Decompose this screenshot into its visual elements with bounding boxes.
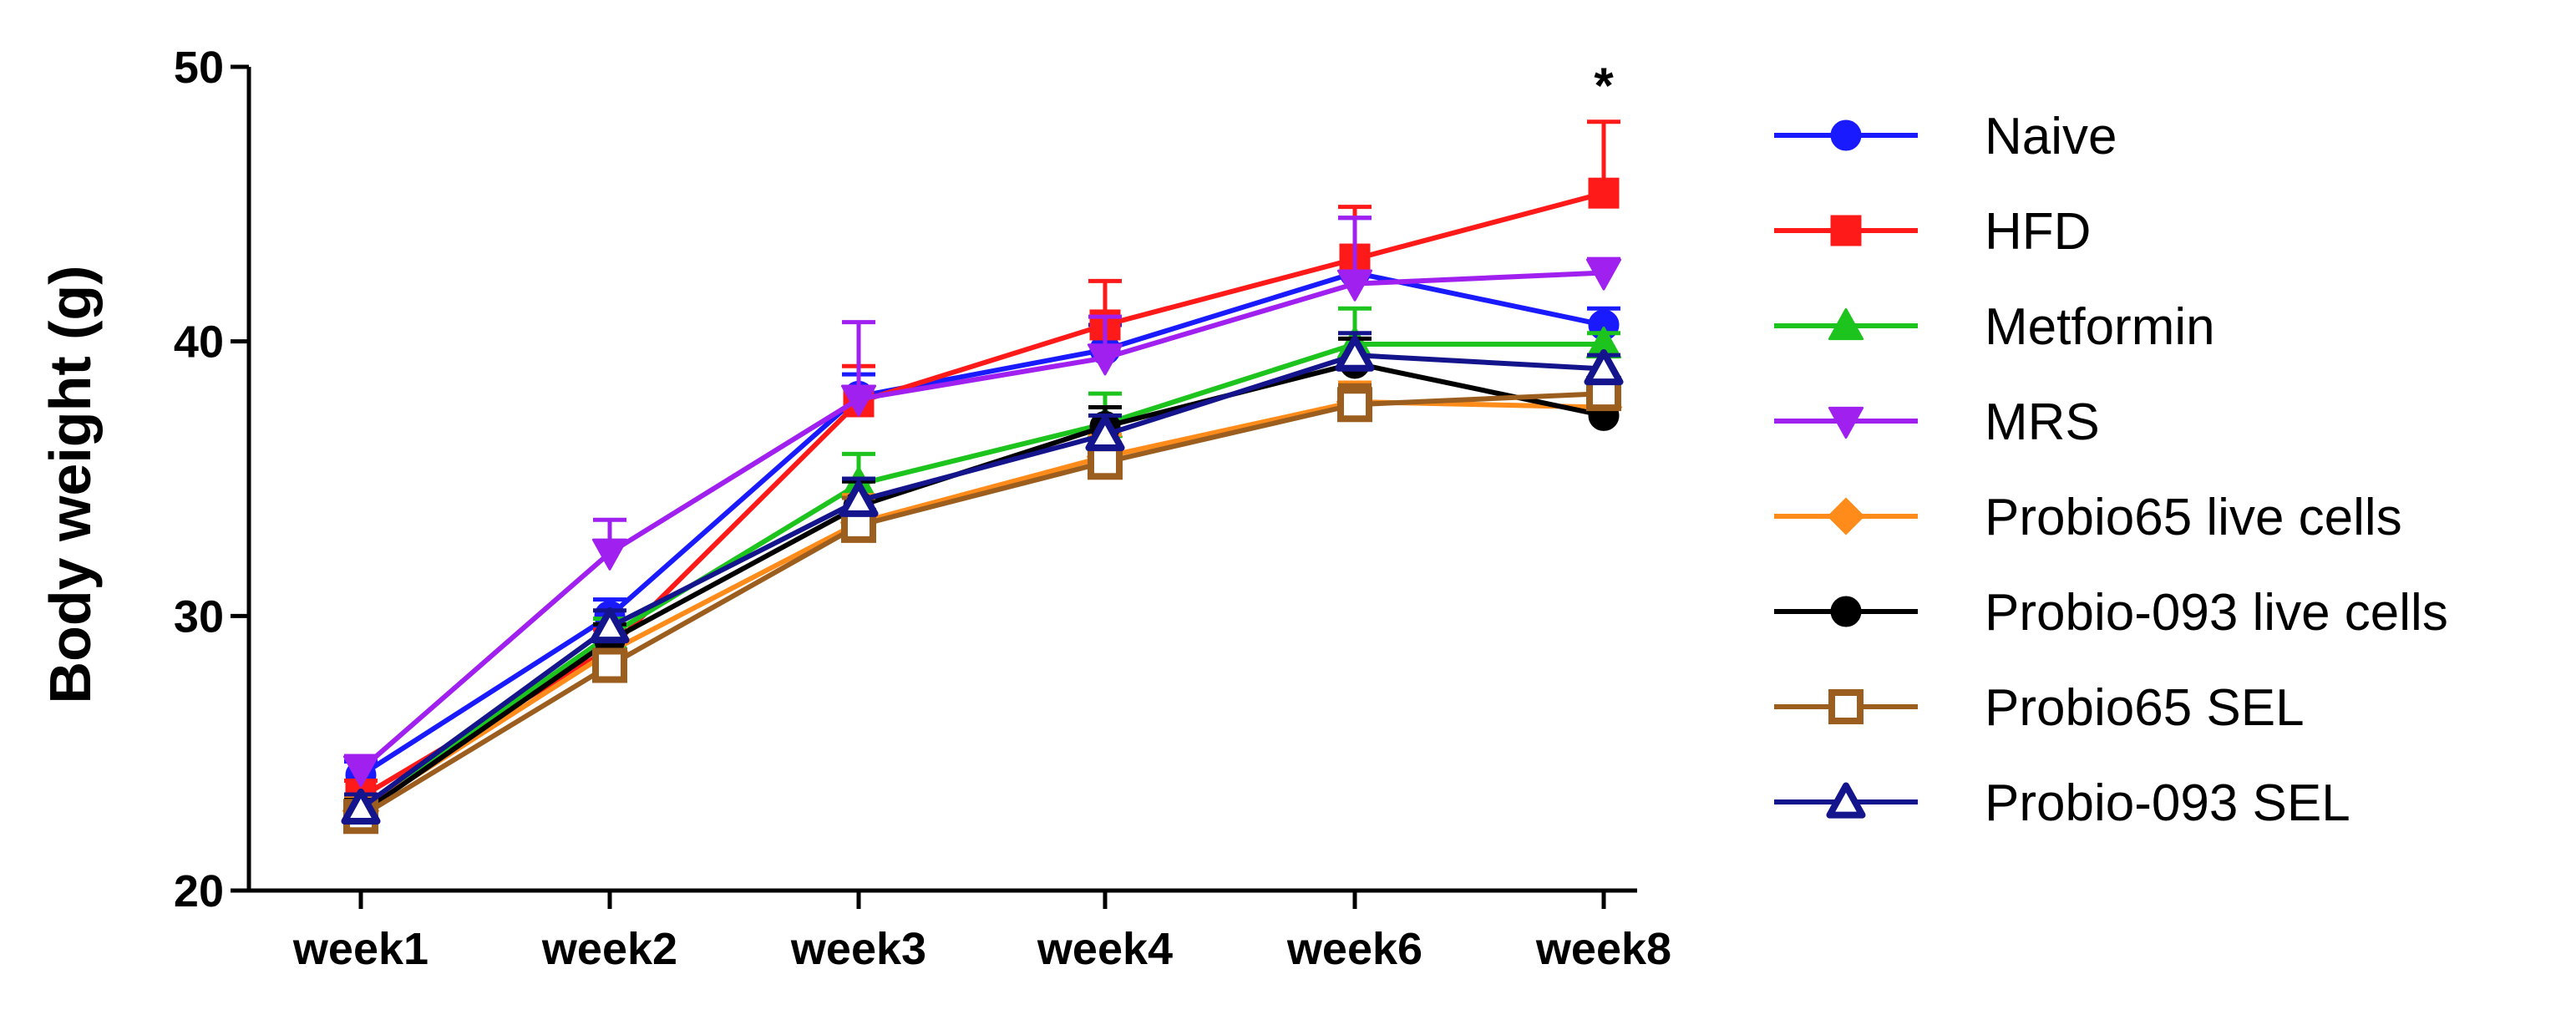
legend-entry: Naive (1774, 108, 2117, 165)
legend-label: Metformin (1985, 298, 2215, 356)
series-2 (342, 306, 1622, 823)
significance-annotation: * (1594, 58, 1614, 114)
legend-marker (1828, 406, 1864, 439)
data-point (1336, 269, 1373, 302)
legend-entry: Probio-093 live cells (1774, 584, 2448, 642)
legend-entry: Probio-093 SEL (1774, 774, 2350, 832)
series-0 (344, 216, 1620, 791)
series-4 (342, 380, 1623, 830)
data-point (1588, 177, 1620, 209)
y-tick-label: 30 (174, 591, 224, 642)
legend-marker (1830, 215, 1862, 246)
x-tick-label: week4 (1037, 924, 1173, 974)
series-line (359, 341, 1604, 810)
legend: Naive HFD Metformin MRS Probio65 live cells P… (1774, 108, 2448, 832)
x-tick-label: week8 (1535, 924, 1671, 974)
legend-label: Probio65 SEL (1985, 679, 2305, 737)
axes: Body weight (g) 20 30 40 50 week1 week2 week3 w… (38, 43, 1671, 974)
y-tick-label: 50 (174, 43, 224, 93)
data-point (1087, 343, 1123, 376)
legend-entry: Probio65 SEL (1774, 679, 2305, 737)
data-point (1335, 335, 1375, 372)
x-tick-label: week2 (541, 924, 677, 974)
y-tick-label: 20 (174, 866, 224, 916)
legend-label: Naive (1985, 108, 2117, 165)
data-point (1085, 414, 1125, 452)
data-point (592, 647, 627, 683)
series-line (359, 190, 1605, 799)
data-point (839, 480, 879, 517)
series-5 (344, 336, 1620, 830)
legend-label: Probio-093 live cells (1985, 584, 2448, 642)
series-7 (341, 331, 1624, 825)
legend-marker (1826, 782, 1866, 819)
series-line (359, 353, 1605, 810)
legend-entry: Metformin (1774, 298, 2215, 356)
legend-marker (1827, 497, 1865, 535)
legend-entry: HFD (1774, 203, 2091, 261)
legend-label: Probio65 live cells (1985, 489, 2402, 546)
data-point (342, 755, 379, 788)
data-point (341, 788, 381, 825)
annotations: * (1594, 58, 1614, 114)
legend-label: MRS (1985, 393, 2100, 451)
y-tick-label: 40 (174, 317, 224, 368)
legend-marker (1830, 596, 1862, 627)
data-point (1337, 387, 1372, 423)
data-point (591, 538, 628, 571)
legend-marker (1828, 689, 1864, 724)
data-point (1584, 348, 1624, 386)
series-line (359, 391, 1605, 819)
data-point (1088, 444, 1123, 480)
series-line (359, 360, 1605, 816)
legend-marker (1828, 307, 1864, 341)
legend-label: HFD (1985, 203, 2091, 261)
series-6 (343, 376, 1621, 835)
x-tick-label: week3 (790, 924, 926, 974)
series-layer (341, 119, 1624, 835)
legend-entry: Probio65 live cells (1774, 489, 2402, 546)
data-point (1585, 258, 1622, 291)
y-axis-title: Body weight (g) (38, 266, 103, 704)
series-line (359, 270, 1605, 772)
series-line (359, 270, 1605, 778)
data-point (590, 607, 630, 644)
legend-marker (1830, 119, 1862, 151)
legend-entry: MRS (1774, 393, 2100, 451)
x-tick-label: week6 (1286, 924, 1422, 974)
legend-label: Probio-093 SEL (1985, 774, 2350, 832)
x-tick-label: week1 (292, 924, 428, 974)
data-point (840, 384, 877, 417)
series-3 (342, 216, 1622, 788)
